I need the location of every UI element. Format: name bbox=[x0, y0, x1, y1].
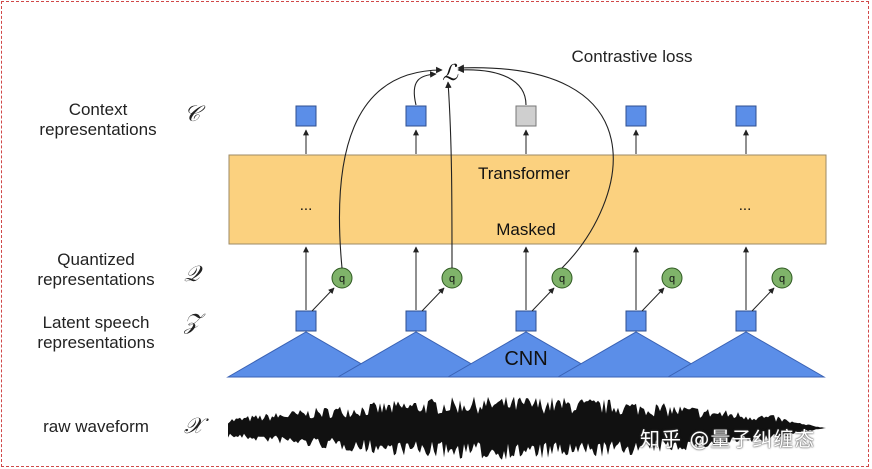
context-label: Context representations bbox=[39, 100, 157, 139]
raw-waveform-label: raw waveform bbox=[43, 417, 149, 436]
latent-to-q-arrows bbox=[311, 287, 775, 312]
loss-symbol: ℒ bbox=[442, 61, 459, 86]
cnn-triangle-2 bbox=[336, 331, 496, 378]
context-square-1 bbox=[295, 105, 317, 127]
transformer-block bbox=[228, 154, 827, 245]
contrastive-loss-label: Contrastive loss bbox=[572, 47, 693, 66]
transformer-title: Transformer bbox=[478, 164, 570, 183]
latent-square-5 bbox=[735, 310, 757, 332]
cnn-triangle-4 bbox=[556, 331, 716, 378]
latent-square-1 bbox=[295, 310, 317, 332]
latent-squares bbox=[295, 310, 757, 332]
q-label-4: q bbox=[669, 273, 675, 285]
context-square-4 bbox=[625, 105, 647, 127]
ellipsis-left: ... bbox=[300, 197, 313, 214]
latent-square-4 bbox=[625, 310, 647, 332]
cnn-encoder bbox=[226, 331, 826, 378]
q-label-3: q bbox=[559, 273, 565, 285]
q-node-4 bbox=[661, 267, 683, 289]
latent-square-2 bbox=[405, 310, 427, 332]
latent-to-transformer-arrows bbox=[303, 246, 749, 310]
q-label-5: q bbox=[779, 273, 785, 285]
latent-symbol: 𝒵 bbox=[184, 310, 201, 335]
q-node-5 bbox=[771, 267, 793, 289]
ellipsis-right: ... bbox=[739, 197, 752, 214]
quantized-label: Quantized representations bbox=[37, 250, 155, 289]
cnn-triangle-3 bbox=[446, 331, 606, 378]
context-square-5 bbox=[735, 105, 757, 127]
transformer-to-context-arrows bbox=[303, 129, 749, 154]
context-square-2 bbox=[405, 105, 427, 127]
quantizer-nodes bbox=[331, 267, 793, 289]
q-label-1: q bbox=[339, 273, 345, 285]
cnn-triangle-1 bbox=[226, 331, 386, 378]
cnn-triangle-5 bbox=[666, 331, 826, 378]
latent-square-3 bbox=[515, 310, 537, 332]
q-label-2: q bbox=[449, 273, 455, 285]
cnn-label: CNN bbox=[504, 348, 547, 370]
context-square-3-masked bbox=[515, 105, 537, 127]
context-squares bbox=[295, 105, 757, 127]
contrastive-loss-curves bbox=[338, 64, 614, 269]
raw-symbol: 𝒳 bbox=[184, 414, 203, 439]
context-symbol: 𝒞 bbox=[184, 102, 201, 127]
latent-label: Latent speech representations bbox=[37, 313, 155, 352]
watermark: 知乎 @量子纠缠态 bbox=[640, 427, 816, 451]
masked-label: Masked bbox=[496, 220, 556, 239]
raw-waveform bbox=[228, 396, 826, 460]
quantized-symbol: 𝒬 bbox=[184, 262, 200, 287]
